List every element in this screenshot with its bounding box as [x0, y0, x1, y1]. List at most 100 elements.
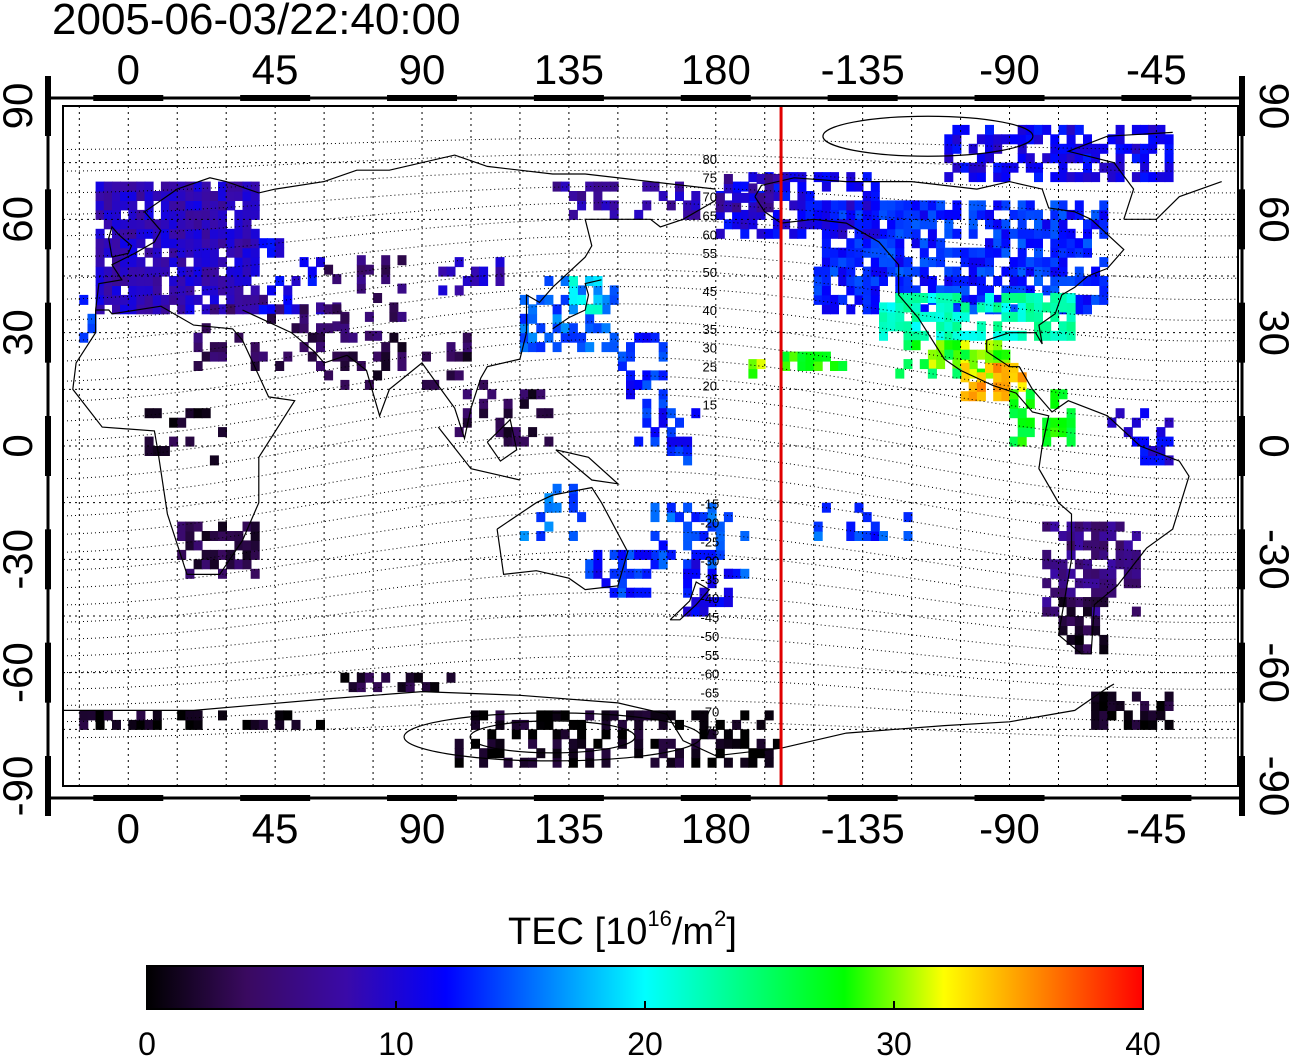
tec-cell	[634, 549, 644, 560]
tec-cell	[642, 379, 652, 390]
tec-cell	[177, 294, 187, 305]
tec-cell	[976, 153, 986, 164]
tec-cell	[1066, 124, 1076, 135]
tec-cell	[177, 417, 187, 428]
tec-cell	[1074, 625, 1084, 636]
tec-cell	[707, 568, 717, 579]
tec-cell	[1025, 417, 1035, 428]
tec-cell	[152, 408, 162, 419]
tec-cell	[675, 436, 684, 447]
tec-cell	[242, 191, 252, 201]
tec-cell	[911, 321, 921, 332]
tec-cell	[593, 323, 603, 334]
tec-cell	[772, 209, 782, 220]
tec-cell	[936, 349, 946, 360]
tec-cell	[895, 266, 905, 277]
tec-cell	[944, 302, 954, 313]
tec-cell	[185, 285, 195, 296]
tec-cell	[1009, 372, 1019, 383]
tec-cell	[1025, 257, 1035, 268]
tec-cell	[1115, 521, 1125, 532]
tec-cell	[242, 219, 252, 230]
tec-cell	[209, 219, 219, 230]
contour-label: -30	[701, 553, 720, 568]
tec-cell	[250, 191, 260, 201]
tec-cell	[1091, 719, 1101, 730]
tec-cell	[1083, 219, 1092, 230]
tec-cell	[1050, 285, 1060, 296]
tec-cell	[919, 257, 929, 268]
tec-cell	[169, 257, 179, 268]
tec-cell	[944, 293, 954, 303]
tec-cell	[544, 710, 554, 721]
tec-cell	[756, 359, 766, 370]
tec-cell	[242, 521, 252, 532]
lon-tick-top: -90	[979, 46, 1040, 93]
tec-cell	[120, 276, 130, 286]
tec-cell	[356, 274, 366, 285]
tec-cell	[675, 748, 684, 759]
tec-cell	[748, 183, 758, 194]
lat-tick-left: 90	[0, 83, 41, 130]
tec-cell	[185, 710, 195, 721]
lon-tick-top: 0	[117, 46, 140, 93]
tec-cell	[626, 587, 635, 598]
tec-cell	[748, 172, 758, 183]
tec-cell	[519, 389, 529, 400]
tec-cell	[528, 304, 538, 315]
tec-cell	[283, 710, 293, 721]
tec-cell	[1115, 172, 1125, 183]
tec-cell	[919, 276, 929, 286]
tec-cell	[1009, 134, 1019, 145]
tec-cell	[1131, 417, 1141, 428]
tick-bar	[1239, 642, 1245, 703]
magnetic-pole-contour	[822, 115, 1034, 157]
tec-cell	[903, 257, 913, 268]
tec-cell	[544, 719, 554, 730]
coastline	[552, 279, 602, 330]
tec-cell	[454, 738, 464, 749]
tec-cell	[642, 200, 652, 211]
tec-cell	[903, 219, 913, 230]
tec-cell	[242, 294, 252, 305]
tec-cell	[552, 710, 562, 721]
tec-cell	[993, 172, 1003, 183]
tec-cell	[936, 321, 946, 332]
tec-cell	[193, 238, 203, 249]
tec-cell	[838, 276, 848, 286]
tec-cell	[854, 502, 864, 513]
tec-cell	[1091, 587, 1101, 598]
tec-cell	[209, 228, 219, 239]
lon-tick-top: 180	[681, 46, 751, 93]
tec-cell	[1123, 568, 1133, 579]
tec-cell	[193, 276, 203, 286]
tec-cell	[169, 436, 179, 447]
tec-cell	[1140, 446, 1150, 456]
tec-cell	[1017, 302, 1027, 313]
tec-cell	[895, 311, 905, 322]
tec-cell	[218, 200, 227, 211]
tec-cell	[568, 757, 578, 768]
tec-cell	[658, 417, 668, 428]
tec-cell	[479, 408, 489, 419]
tec-cell	[242, 238, 252, 249]
tick-bar	[45, 642, 51, 703]
tec-cell	[781, 361, 791, 371]
tec-cell	[862, 285, 872, 296]
tec-cell	[993, 247, 1003, 258]
tec-cell	[723, 568, 733, 579]
tec-cell	[944, 172, 954, 183]
tec-cell	[479, 276, 489, 286]
tec-cell	[95, 228, 105, 239]
tec-cell	[536, 531, 546, 541]
tec-cell	[242, 719, 252, 730]
tec-cell	[1001, 247, 1011, 258]
tec-cell	[821, 238, 831, 249]
tec-cell	[870, 247, 880, 258]
tec-cell	[1115, 559, 1125, 570]
tec-cell	[275, 719, 285, 730]
tec-cell	[1042, 606, 1052, 617]
tec-cell	[936, 209, 946, 220]
tec-cell	[781, 191, 791, 201]
tec-cell	[666, 502, 676, 513]
